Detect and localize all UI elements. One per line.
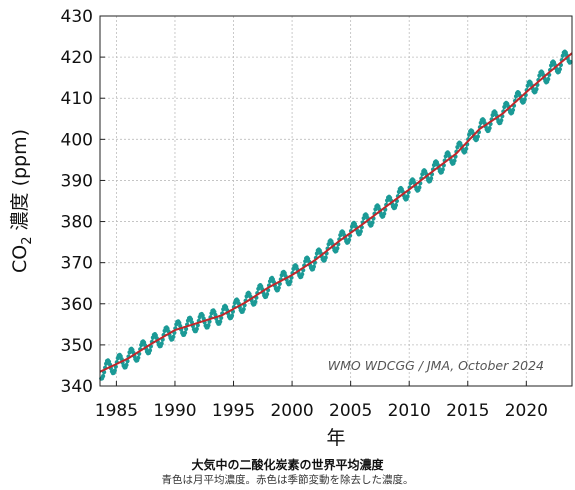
credit-text: WMO WDCGG / JMA, October 2024 [328,358,544,373]
monthly-point [189,320,194,325]
monthly-point [455,145,460,150]
monthly-point [178,323,183,329]
x-tick-label: 2020 [505,401,548,421]
x-tick-label: 1995 [212,401,255,421]
plot-frame [99,15,573,387]
monthly-point [124,362,129,368]
monthly-point [440,167,445,172]
x-tick-label: 2015 [446,401,489,421]
y-tick-label: 380 [61,213,93,233]
x-tick-label: 2010 [388,401,431,421]
monthly-point [112,368,117,373]
monthly-point [393,203,398,208]
monthly-point [101,374,106,379]
y-tick-label: 390 [61,171,93,191]
monthly-point [241,307,246,312]
monthly-point [522,97,527,102]
y-axis-title-subscript: 2 [20,237,35,245]
monthly-point [171,334,176,339]
grid [100,15,572,387]
y-tick-label: 340 [61,377,93,397]
monthly-point [195,323,200,328]
monthly-point [147,348,153,353]
y-tick-label: 410 [61,89,93,109]
chart-caption-subtitle: 青色は月平均濃度。赤色は季節変動を除去した濃度。 [161,474,414,486]
y-axis-title-rest: 濃度 (ppm) [9,129,31,237]
y-axis-title: CO2 濃度 (ppm) [9,129,35,273]
monthly-point [405,194,410,199]
monthly-point [194,326,199,332]
monthly-point [370,220,375,225]
data-layer [99,49,573,381]
trend-series-line [99,52,573,373]
x-tick-label: 1985 [95,401,138,421]
y-tick-label: 370 [61,254,93,274]
monthly-point [159,341,164,346]
y-tick-label: 360 [61,295,93,315]
plot-area [100,16,572,386]
monthly-point [183,330,188,335]
monthly-point [300,272,305,277]
x-tick-label: 2005 [329,401,372,421]
monthly-point [265,292,270,297]
monthly-point [475,134,480,139]
monthly-point [347,237,352,242]
monthly-point [323,255,328,260]
monthly-point [276,285,281,290]
monthly-point [218,319,223,324]
monthly-point [311,264,316,269]
x-axis-title: 年 [326,427,345,449]
monthly-point [136,355,141,360]
monthly-point [452,158,457,163]
monthly-point [358,229,363,234]
monthly-point [253,299,258,304]
y-tick-label: 350 [61,336,93,356]
monthly-point [335,246,340,251]
monthly-point [499,118,504,123]
ticks: 1985 1990 1995 2000 2005 2010 2015 2020 340 350 36… [61,7,548,421]
x-tick-label: 2000 [270,401,313,421]
y-tick-label: 430 [61,7,93,27]
y-tick-label: 400 [61,130,93,150]
monthly-point [467,132,472,137]
monthly-point [382,211,387,216]
monthly-point [206,323,211,328]
monthly-point [429,176,434,181]
x-tick-label: 1990 [153,401,196,421]
monthly-point [487,126,492,131]
y-tick-label: 420 [61,48,93,68]
monthly-point [510,107,516,113]
monthly-point [534,87,539,92]
monthly-point [557,67,563,72]
monthly-point [229,313,235,318]
chart-caption-title: 大気中の二酸化炭素の世界平均濃度 [191,458,384,472]
monthly-point [417,185,422,190]
monthly-point [546,77,551,82]
monthly-point [288,279,293,284]
monthly-point [184,326,189,332]
y-axis-title-main: CO [9,245,31,273]
monthly-point [464,146,469,151]
